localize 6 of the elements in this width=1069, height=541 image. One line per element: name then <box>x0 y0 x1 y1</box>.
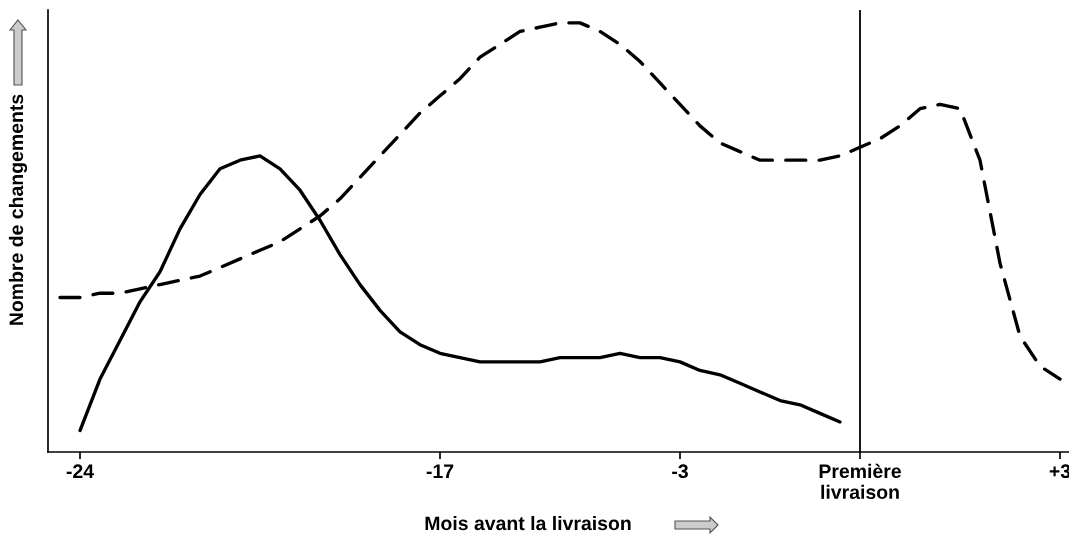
x-tick-label: -3 <box>672 464 688 479</box>
x-tick-label: -17 <box>426 464 454 478</box>
x-axis-title: Mois avant la livraison <box>425 515 631 531</box>
x-tick-label: -24 <box>66 464 94 478</box>
x-tick-label: Première livraison <box>819 463 901 500</box>
y-axis-title: Nombre de changements <box>8 94 28 325</box>
